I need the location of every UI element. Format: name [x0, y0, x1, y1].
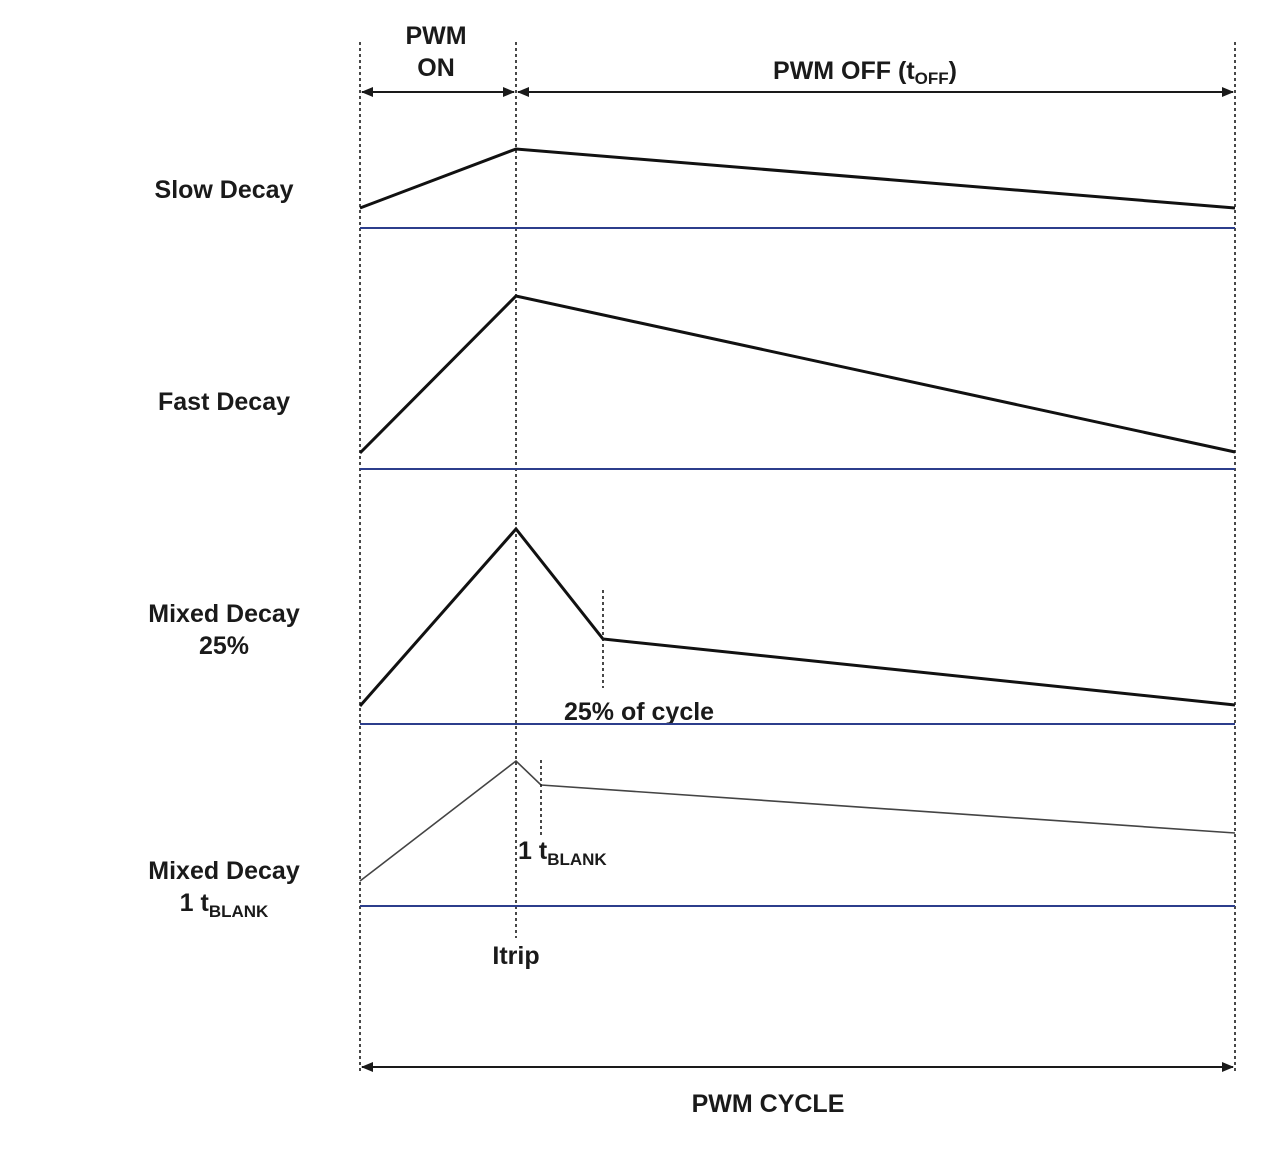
mixed-decay-blank-label-line2: 1 tBLANK — [180, 889, 269, 921]
mixed-decay-blank-annotation-sub: BLANK — [547, 850, 607, 869]
fast-decay-waveform — [358, 294, 1236, 455]
pwm-on-label-line2: ON — [417, 54, 455, 82]
mixed-decay-25-waveform — [358, 526, 1236, 707]
slow-decay-waveform — [359, 147, 1236, 210]
mixed-decay-25-annotation: 25% of cycle — [564, 698, 714, 726]
fast-decay-label: Fast Decay — [158, 388, 290, 416]
mixed-decay-blank-label-prefix: 1 t — [180, 889, 210, 917]
pwm-cycle-label: PWM CYCLE — [692, 1090, 845, 1118]
pwm-off-label-sub: OFF — [915, 69, 949, 88]
mixed-decay-blank-annotation: 1 tBLANK — [518, 837, 607, 869]
mixed-decay-blank-waveform — [359, 759, 1236, 882]
mixed-decay-blank-label-sub: BLANK — [209, 902, 269, 921]
pwm-on-label-line1: PWM — [405, 22, 466, 50]
pwm-off-label: PWM OFF (tOFF) — [773, 57, 957, 88]
mixed-decay-25-label-line1: Mixed Decay — [148, 600, 300, 628]
mixed-decay-blank-label-line1: Mixed Decay — [148, 857, 300, 885]
slow-decay-label: Slow Decay — [155, 176, 294, 204]
mixed-decay-25-label-line2: 25% — [199, 632, 249, 660]
itrip-label: Itrip — [492, 942, 539, 970]
pwm-off-label-main: PWM OFF (t — [773, 57, 915, 85]
mixed-decay-blank-annotation-prefix: 1 t — [518, 837, 548, 865]
pwm-off-label-close: ) — [949, 57, 957, 85]
